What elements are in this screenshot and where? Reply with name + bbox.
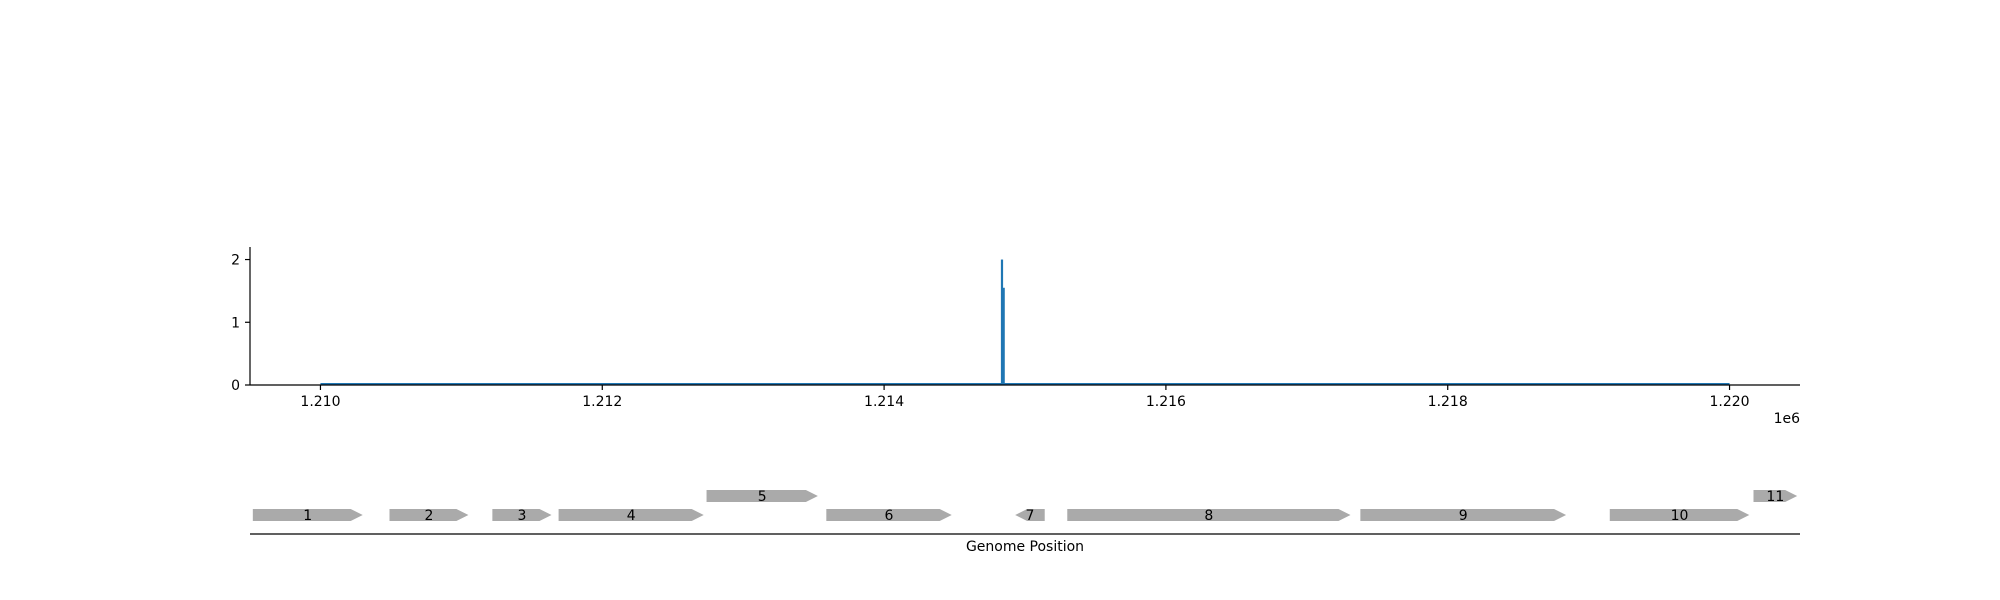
gene-label: 4 [627, 508, 636, 524]
gene-arrow [826, 509, 952, 521]
gene-arrow [706, 490, 818, 502]
y-tick-label: 0 [231, 378, 240, 394]
gene-label: 5 [758, 489, 767, 505]
gene-arrow [389, 509, 469, 521]
gene-track: 1 2 3 4 5 6 7 8 9 10 11 Genome Position [250, 489, 1800, 555]
x-tick-label: 1.214 [864, 394, 904, 410]
gene-label: 6 [885, 508, 894, 524]
signal-bar [1002, 287, 1005, 385]
x-tick-label: 1.220 [1709, 394, 1749, 410]
gene-arrow [1609, 509, 1750, 521]
gene-label: 11 [1766, 489, 1784, 505]
gene-label: 9 [1459, 508, 1468, 524]
x-axis-offset-label: 1e6 [1774, 411, 1801, 427]
signal-bars [1000, 259, 1005, 385]
gene-label: 3 [517, 508, 526, 524]
gene-arrow [252, 509, 363, 521]
gene-arrow [558, 509, 704, 521]
x-tick-label: 1.212 [582, 394, 622, 410]
signal-plot: 0 1 2 1.210 1.212 1.214 1.216 1.218 1.220 1e6 [231, 247, 1800, 427]
gene-label: 10 [1671, 508, 1689, 524]
signal-bar [1000, 259, 1004, 385]
gene-arrow [1015, 509, 1045, 521]
gene-arrow [1360, 509, 1567, 521]
x-tick-label: 1.210 [300, 394, 340, 410]
y-tick-label: 2 [231, 253, 240, 269]
gene-arrow [1753, 490, 1798, 502]
gene-label: 7 [1025, 508, 1034, 524]
x-tick-label: 1.218 [1428, 394, 1468, 410]
gene-arrow [1067, 509, 1351, 521]
gene-axis-label: Genome Position [966, 539, 1084, 555]
gene-label: 1 [303, 508, 312, 524]
y-ticks: 0 1 2 [231, 253, 250, 394]
x-ticks: 1.210 1.212 1.214 1.216 1.218 1.220 [300, 385, 1750, 410]
gene-label: 2 [424, 508, 433, 524]
gene-label: 8 [1204, 508, 1213, 524]
y-tick-label: 1 [231, 315, 240, 331]
gene-arrows: 1 2 3 4 5 6 7 8 9 10 11 [252, 489, 1798, 524]
x-tick-label: 1.216 [1146, 394, 1186, 410]
gene-arrow [492, 509, 552, 521]
